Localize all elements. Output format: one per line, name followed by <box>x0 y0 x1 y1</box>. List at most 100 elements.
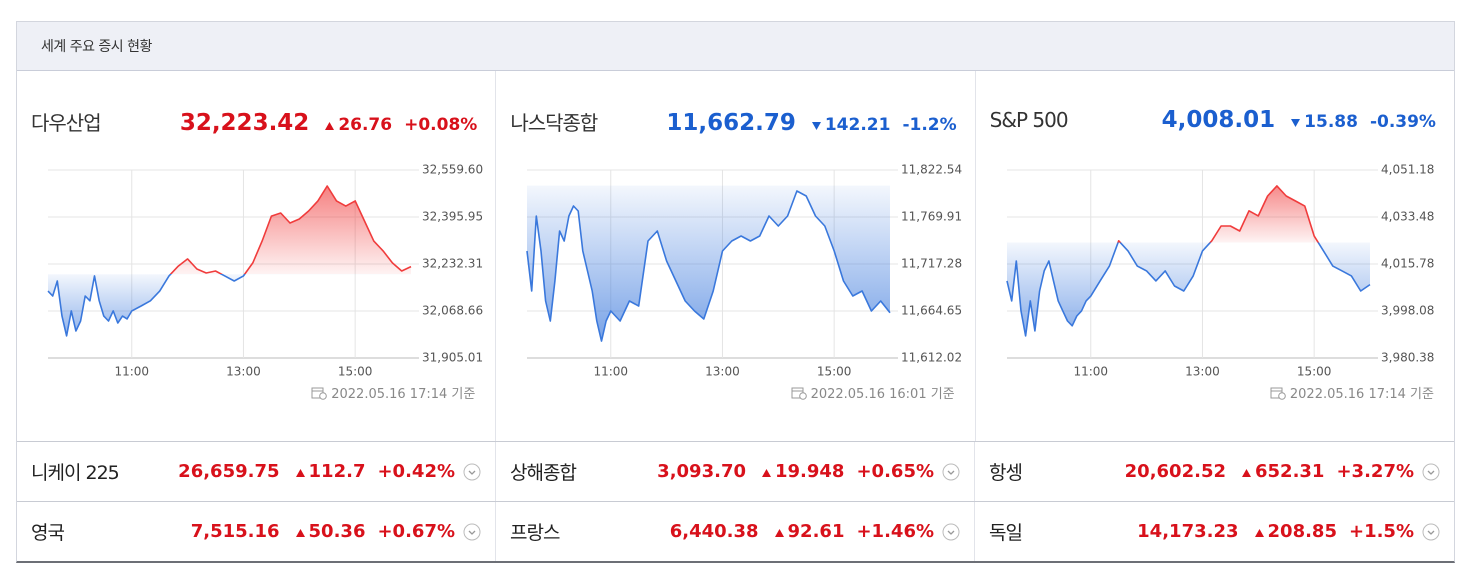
icon-shape <box>468 470 476 475</box>
panels: 다우산업 32,223.42 26.76 +0.08% 32,559.60 32,395.… <box>17 71 1454 441</box>
y-tick-label: 3,980.38 <box>1381 351 1434 365</box>
icon-shape <box>942 463 960 480</box>
expand-button[interactable] <box>463 523 481 541</box>
icon-shape <box>942 523 960 540</box>
icon-shape <box>463 463 481 480</box>
index-price: 6,440.38 <box>669 521 759 542</box>
change-value: 15.88 <box>1304 112 1358 132</box>
index-change: 208.85 <box>1254 521 1337 542</box>
change-value: 652.31 <box>1255 461 1325 482</box>
index-name: 다우산업 <box>31 111 102 135</box>
change-value: 19.948 <box>775 461 845 482</box>
index-change: 26.76 <box>325 115 392 135</box>
direction-arrow <box>811 122 821 130</box>
index-change: 15.88 <box>1291 112 1358 132</box>
change-rate: +3.27% <box>1336 461 1414 482</box>
y-tick-label: 32,395.95 <box>422 210 483 224</box>
area <box>48 186 411 336</box>
x-tick-label: 11:00 <box>1073 365 1108 379</box>
x-tick-label: 13:00 <box>226 365 261 379</box>
icon-shape <box>1422 463 1440 480</box>
change-value: 142.21 <box>824 115 891 135</box>
change-value: 26.76 <box>338 115 393 135</box>
x-tick-label: 15:00 <box>338 365 373 379</box>
area <box>1006 185 1370 336</box>
change-value: 50.36 <box>308 521 366 542</box>
index-rows: 니케이 225 26,659.75 112.7 +0.42% 상해종합 3,093.70 1… <box>17 441 1454 561</box>
icon-shape <box>947 530 955 535</box>
panel-head: 나스닥종합 11,662.79 142.21 -1.2% <box>510 107 956 136</box>
index-price: 14,173.23 <box>1137 521 1239 542</box>
index-price: 11,662.79 <box>666 110 796 136</box>
index-cell: 영국 7,515.16 50.36 +0.67% <box>17 502 496 561</box>
index-change: 112.7 <box>295 461 365 482</box>
change-rate: -0.39% <box>1369 112 1436 132</box>
arrow-shape <box>295 529 305 537</box>
arrow-shape <box>774 529 784 537</box>
index-panel: S&P 500 4,008.01 15.88 -0.39% 4,051.18 4,033.… <box>976 71 1454 441</box>
index-price: 26,659.75 <box>178 461 280 482</box>
panel-head: 다우산업 32,223.42 26.76 +0.08% <box>31 107 477 136</box>
chart: 32,559.60 32,395.95 32,232.31 32,068.66 31,9… <box>47 163 483 379</box>
y-tick-label: 32,559.60 <box>422 163 483 177</box>
expand-button[interactable] <box>1422 523 1440 541</box>
direction-arrow <box>325 122 335 130</box>
index-row: 영국 7,515.16 50.36 +0.67% 프랑스 6,440.38 92.61 +1.… <box>17 501 1454 561</box>
change-rate: +0.65% <box>856 461 934 482</box>
icon-shape <box>1427 530 1435 535</box>
index-name: 니케이 225 <box>31 462 120 484</box>
index-price: 32,223.42 <box>179 110 310 136</box>
y-tick-label: 4,015.78 <box>1381 257 1434 271</box>
y-tick-label: 4,033.48 <box>1381 210 1434 224</box>
y-tick-label: 11,664.65 <box>901 304 962 318</box>
header-title: 세계 주요 증시 현황 <box>41 39 152 55</box>
index-change: 142.21 <box>811 115 891 135</box>
y-tick-label: 32,068.66 <box>422 303 483 317</box>
chart: 11,822.54 11,769.91 11,717.28 11,664.65 11,6… <box>526 163 962 379</box>
arrow-shape <box>295 469 305 477</box>
arrow-shape <box>1242 469 1251 477</box>
arrow-shape <box>762 469 771 477</box>
index-price: 3,093.70 <box>657 461 746 482</box>
timestamp: 2022.05.16 17:14 기준 <box>1270 383 1434 402</box>
icon-shape <box>319 391 328 400</box>
y-tick-label: 11,612.02 <box>901 351 962 365</box>
arrow-shape <box>1254 529 1264 537</box>
direction-arrow <box>295 469 305 477</box>
index-cell: 프랑스 6,440.38 92.61 +1.46% <box>496 502 975 561</box>
change-rate: +1.46% <box>856 521 934 542</box>
index-cell: 상해종합 3,093.70 19.948 +0.65% <box>496 442 975 501</box>
timestamp-text: 2022.05.16 16:01 기준 <box>810 387 955 402</box>
change-rate: +0.67% <box>377 521 455 542</box>
change-rate: +1.5% <box>1348 521 1414 542</box>
expand-button[interactable] <box>942 463 960 481</box>
direction-arrow <box>774 529 784 537</box>
index-price: 4,008.01 <box>1161 107 1276 133</box>
header: 세계 주요 증시 현황 <box>17 22 1454 71</box>
x-tick-label: 13:00 <box>1185 365 1220 379</box>
index-name: 나스닥종합 <box>510 111 598 135</box>
price-line <box>47 185 412 337</box>
chart: 4,051.18 4,033.48 4,015.78 3,998.08 3,980.38… <box>1005 163 1434 379</box>
change-rate: +0.42% <box>377 461 455 482</box>
calendar-icon <box>791 387 807 400</box>
change-rate: -1.2% <box>902 115 957 135</box>
timestamp-text: 2022.05.16 17:14 기준 <box>1289 387 1434 402</box>
expand-button[interactable] <box>1422 463 1440 481</box>
expand-button[interactable] <box>942 523 960 541</box>
index-change: 652.31 <box>1242 461 1324 482</box>
timestamp: 2022.05.16 16:01 기준 <box>791 383 955 402</box>
index-cell: 니케이 225 26,659.75 112.7 +0.42% <box>17 442 496 501</box>
icon-shape <box>947 470 955 475</box>
direction-arrow <box>1254 529 1264 537</box>
index-name: 영국 <box>31 522 65 544</box>
expand-button[interactable] <box>463 463 481 481</box>
arrow-shape <box>811 122 821 130</box>
timestamp: 2022.05.16 17:14 기준 <box>311 383 475 402</box>
y-tick-label: 32,232.31 <box>422 256 483 270</box>
icon-shape <box>468 530 476 535</box>
index-cell: 독일 14,173.23 208.85 +1.5% <box>975 502 1454 561</box>
index-price: 7,515.16 <box>190 521 280 542</box>
arrow-shape <box>325 122 335 130</box>
